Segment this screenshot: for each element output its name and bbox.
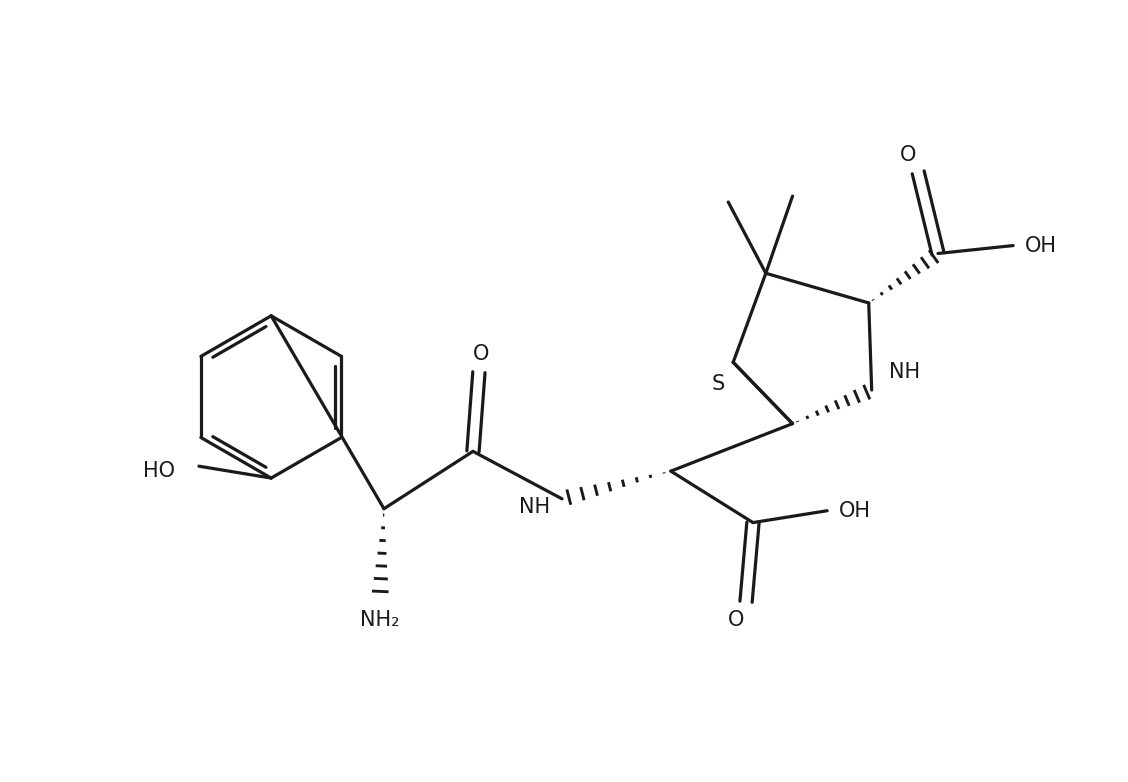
Text: HO: HO <box>143 461 175 481</box>
Text: S: S <box>712 374 725 394</box>
Text: NH: NH <box>519 497 549 517</box>
Text: OH: OH <box>839 500 871 521</box>
Text: OH: OH <box>1025 235 1057 256</box>
Text: O: O <box>900 145 916 164</box>
Text: NH₂: NH₂ <box>360 609 399 630</box>
Text: NH: NH <box>889 362 920 382</box>
Text: O: O <box>473 344 490 364</box>
Text: O: O <box>728 609 744 630</box>
